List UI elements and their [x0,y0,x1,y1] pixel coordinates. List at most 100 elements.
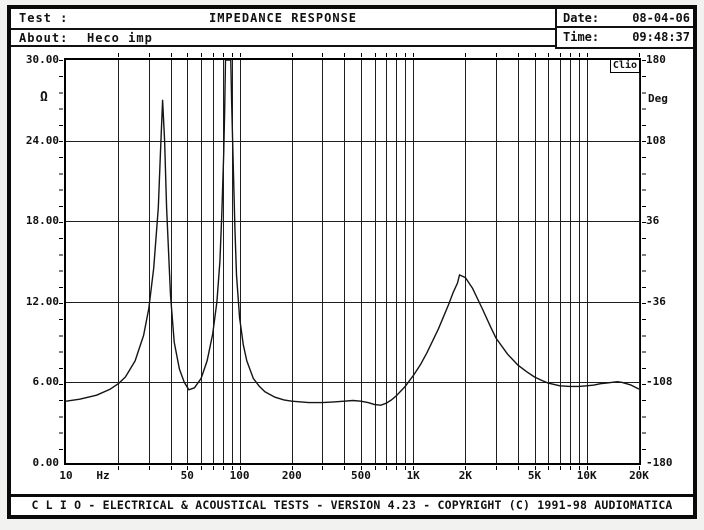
x-axis-tick-label: 500 [350,469,371,482]
x-axis-tick-label: 2K [458,469,473,482]
x-axis-bottom-tick [496,466,497,470]
x-axis-bottom-tick [534,466,536,470]
gridline-vertical [405,60,407,463]
x-axis-top-tick [170,53,172,57]
x-axis-bottom-tick [187,466,189,470]
x-axis-bottom-tick [239,466,241,470]
test-label: Test : [19,11,69,25]
x-axis-tick-label: 20K [629,469,649,482]
gridline-vertical [534,60,536,463]
x-axis-bottom-tick [212,466,214,470]
x-axis-top-tick [578,53,580,57]
x-axis-bottom-tick [222,466,224,470]
gridline-vertical [170,60,172,463]
x-axis-bottom-tick [170,466,172,470]
x-axis-bottom-tick [517,466,519,470]
y-left-minor-ticks [59,60,63,463]
x-axis-bottom-tick [201,466,203,470]
time-row: Time: 09:48:37 [557,30,693,49]
gridline-vertical [386,60,388,463]
gridline-horizontal [66,382,639,384]
x-axis-top-tick [374,53,376,57]
x-axis-bottom-tick [413,466,415,470]
x-axis-tick-label: 10K [576,469,597,482]
y-right-minor-ticks [642,60,646,463]
gridline-vertical [496,60,497,463]
x-axis-top-tick [231,53,233,57]
window-frame: Test : IMPEDANCE RESPONSE About: Heco im… [7,5,697,519]
gridline-vertical [239,60,241,463]
x-axis-top-tick [569,53,571,57]
x-axis-top-tick [118,53,120,57]
gridline-vertical [586,60,588,463]
gridline-vertical [465,60,467,463]
header-about-row: About: Heco imp [11,30,555,47]
x-axis-bottom-tick [344,466,346,470]
time-value: 09:48:37 [632,30,690,44]
y-left-tick-label: 18.00 [25,214,59,228]
y-right-tick-label: 180 [646,53,666,66]
impedance-curve-path [66,60,639,406]
y-left-tick-label: 24.00 [25,133,59,147]
y-left-tick-label: 30.00 [25,53,59,66]
x-axis-unit-label: Hz [96,469,110,482]
x-axis-bottom-tick [548,466,550,470]
x-axis-top-tick [496,53,497,57]
about-label: About: [19,31,69,45]
header: Test : IMPEDANCE RESPONSE About: Heco im… [11,9,693,49]
gridline-vertical [559,60,561,463]
gridline-horizontal [66,221,639,223]
date-time-box: Date: 08-04-06 Time: 09:48:37 [555,9,693,49]
gridline-vertical [578,60,580,463]
x-axis-top-tick [396,53,398,57]
gridline-vertical [231,60,233,463]
x-axis-top-tick [639,53,640,57]
y-left-tick-label: 0.00 [32,456,60,469]
gridline-horizontal [66,301,639,303]
x-axis-top-tick [212,53,214,57]
x-axis-top-tick [413,53,415,57]
date-value: 08-04-06 [632,11,690,25]
x-axis-bottom-tick [559,466,561,470]
x-axis-tick-label: 200 [281,469,302,482]
gridline-vertical [222,60,224,463]
x-axis-bottom-tick [396,466,398,470]
gridline-vertical [360,60,362,463]
x-axis-bottom-tick [569,466,571,470]
x-axis-tick-label: 1K [406,469,420,482]
x-axis-tick-label: 10 [59,469,73,482]
x-axis-bottom-tick [118,466,120,470]
x-axis-tick-label: 100 [229,469,250,482]
x-axis-top-tick [405,53,407,57]
x-axis-tick-label: 5K [527,469,542,482]
x-axis-top-tick [386,53,388,57]
x-axis-bottom-tick [231,466,233,470]
x-axis-top-tick [222,53,224,57]
gridline-horizontal [66,140,639,142]
x-axis-bottom-tick [405,466,407,470]
gridline-vertical [569,60,571,463]
y-left-unit-label: Ω [40,90,48,105]
gridline-vertical [118,60,120,463]
y-right-tick-label: -36 [646,294,666,308]
x-axis-top-tick [559,53,561,57]
x-axis-top-tick [344,53,346,57]
date-label: Date: [563,11,600,25]
x-axis-top-tick [586,53,588,57]
x-axis-bottom-tick [360,466,362,470]
x-axis-top-tick [465,53,467,57]
y-left-tick-label: 6.00 [32,375,60,389]
x-axis-bottom-tick [386,466,388,470]
x-axis-top-tick [291,53,293,57]
x-axis-top-tick [187,53,189,57]
header-left: Test : IMPEDANCE RESPONSE About: Heco im… [11,9,555,49]
x-axis-bottom-tick [578,466,580,470]
status-bar: C L I O - ELECTRICAL & ACOUSTICAL TESTS … [11,494,693,515]
y-right-tick-label: 36 [646,214,660,228]
x-axis-top-tick [548,53,550,57]
header-test-row: Test : IMPEDANCE RESPONSE [11,9,555,30]
x-axis-top-tick [517,53,519,57]
x-axis-top-tick [360,53,362,57]
gridline-vertical [374,60,376,463]
